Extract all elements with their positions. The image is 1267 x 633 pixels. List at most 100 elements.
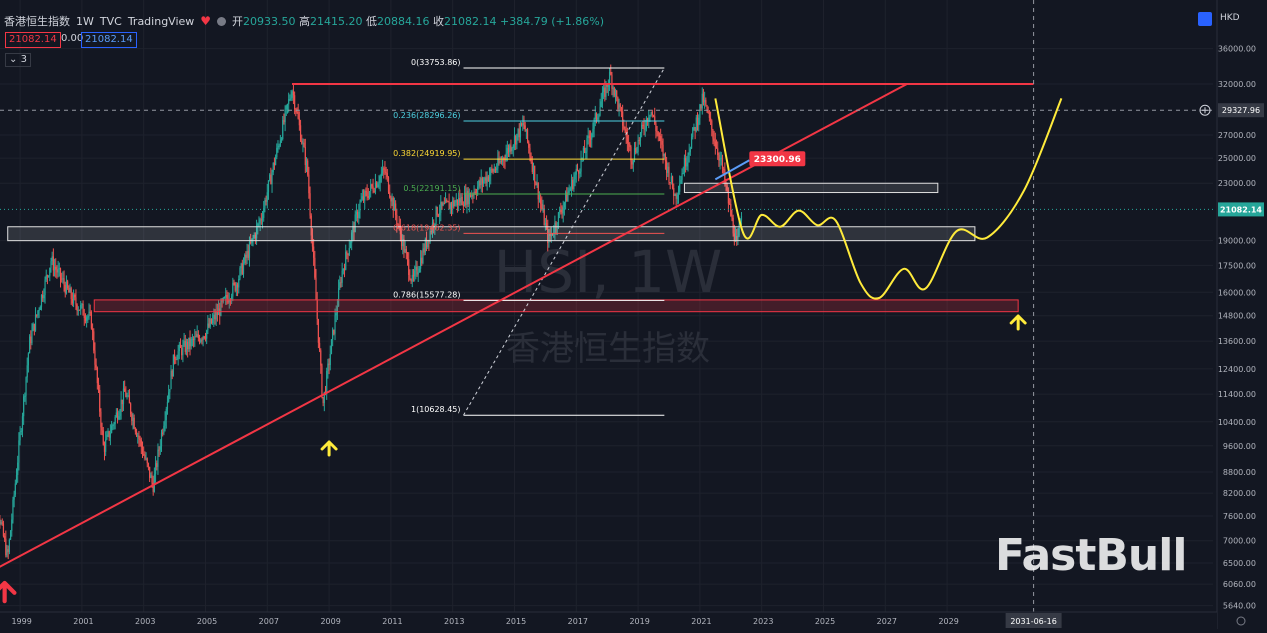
candle-body <box>277 146 278 148</box>
candle-body <box>665 154 666 162</box>
candle-body <box>54 267 55 271</box>
candle-body <box>270 175 271 184</box>
settings-icon[interactable] <box>1198 12 1212 26</box>
candle-body <box>320 350 321 365</box>
candle-body <box>454 203 455 206</box>
candle-body <box>197 334 198 336</box>
candle-body <box>6 549 7 555</box>
candle-body <box>693 127 694 128</box>
candle-body <box>193 339 194 340</box>
candle-body <box>289 99 290 100</box>
candle-body <box>280 140 281 145</box>
candle-body <box>391 198 392 202</box>
candle-body <box>388 177 389 192</box>
candle-body <box>246 251 247 258</box>
candle-body <box>11 520 12 531</box>
candle-body <box>72 299 73 304</box>
candle-body <box>712 130 713 139</box>
candle-body <box>528 142 529 148</box>
candle-body <box>323 397 324 403</box>
candle-body <box>513 145 514 148</box>
candle-body <box>118 416 119 419</box>
candle-body <box>113 424 114 425</box>
source: TVC <box>100 15 122 28</box>
candle-body <box>681 173 682 180</box>
candle-body <box>460 197 461 203</box>
candle-body <box>559 210 560 213</box>
candle-body <box>623 126 624 129</box>
candle-body <box>116 412 117 417</box>
candle-body <box>488 176 489 181</box>
candle-body <box>82 304 83 315</box>
candle-body <box>563 207 564 213</box>
candle-body <box>262 218 263 220</box>
candle-body <box>390 197 391 201</box>
candle-body <box>90 312 91 313</box>
candle-body <box>194 336 195 340</box>
candle-body <box>200 340 201 342</box>
candle-body <box>406 249 407 253</box>
candle-body <box>456 199 457 202</box>
candle-body <box>714 139 715 142</box>
symbol-name[interactable]: 香港恒生指数 <box>4 13 70 29</box>
indicators-toggle[interactable]: ⌄ 3 <box>5 53 31 67</box>
candle-body <box>28 353 29 365</box>
candle-body <box>80 305 81 310</box>
candle-body <box>659 136 660 137</box>
interval[interactable]: 1W <box>76 15 94 28</box>
candle-body <box>689 152 690 155</box>
price-tick-label: 11400.00 <box>1218 390 1256 399</box>
heart-icon[interactable]: ♥ <box>200 14 211 28</box>
candle-body <box>705 100 706 105</box>
candle-body <box>673 188 674 196</box>
time-tick-label: 2013 <box>444 617 464 626</box>
candle-body <box>704 100 705 102</box>
candle-body <box>135 428 136 431</box>
candle-body <box>444 203 445 204</box>
candle-body <box>381 174 382 177</box>
candle-body <box>483 181 484 184</box>
candle-body <box>131 414 132 421</box>
candle-body <box>534 166 535 183</box>
time-tick-label: 2001 <box>73 617 93 626</box>
candle-body <box>674 194 675 196</box>
last-price-label: 21082.14 <box>1220 205 1262 214</box>
candle-body <box>710 118 711 121</box>
candle-body <box>579 172 580 174</box>
candle-body <box>279 146 280 147</box>
candle-body <box>703 94 704 103</box>
candle-body <box>375 183 376 192</box>
candle-body <box>632 162 633 165</box>
candle-body <box>731 216 732 218</box>
candle-body <box>671 176 672 182</box>
sell-price-box[interactable]: 21082.14 <box>5 32 61 48</box>
time-tick-label: 2023 <box>753 617 773 626</box>
candle-body <box>708 111 709 112</box>
candle-body <box>383 168 384 169</box>
candle-body <box>462 197 463 205</box>
candle-body <box>643 126 644 129</box>
candle-body <box>124 389 125 392</box>
candle-body <box>573 179 574 189</box>
candle-body <box>386 172 387 173</box>
candle-body <box>39 310 40 311</box>
buy-price-box[interactable]: 21082.14 <box>81 32 137 48</box>
candle-body <box>0 522 1 523</box>
candle-body <box>84 315 85 318</box>
candle-body <box>595 113 596 119</box>
candle-body <box>16 475 17 484</box>
price-tick-label: 36000.00 <box>1218 45 1256 54</box>
candle-body <box>138 436 139 439</box>
candle-body <box>382 168 383 173</box>
candle-body <box>208 324 209 327</box>
candle-body <box>2 522 3 523</box>
candle-body <box>281 139 282 140</box>
candle-body <box>301 141 302 144</box>
candle-body <box>156 463 157 467</box>
candle-body <box>652 112 653 116</box>
candle-body <box>91 312 92 328</box>
candle-body <box>155 463 156 474</box>
candle-body <box>148 463 149 467</box>
candle-body <box>14 495 15 500</box>
callout-text: 23300.96 <box>754 155 801 165</box>
